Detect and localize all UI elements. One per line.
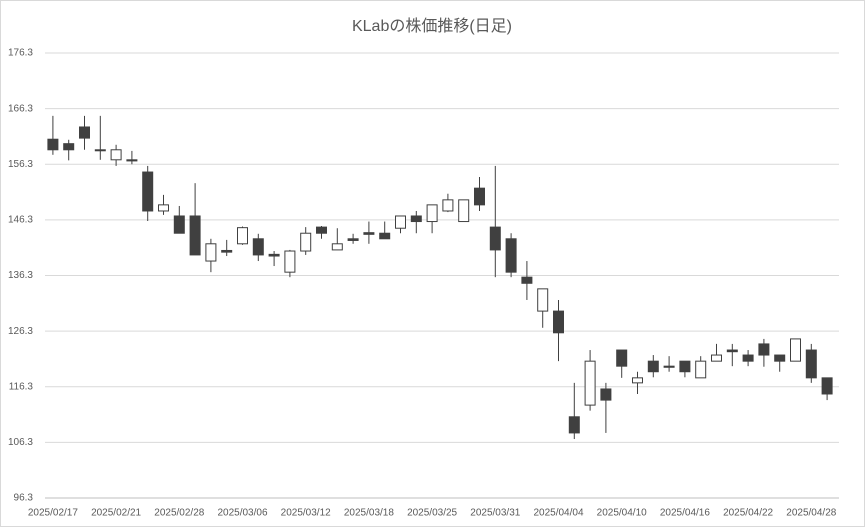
candle-body <box>647 360 659 373</box>
x-tick-label: 2025/04/22 <box>723 508 773 519</box>
candle-body <box>63 143 75 151</box>
candle-body <box>474 187 485 206</box>
y-tick-label: 106.3 <box>8 437 33 448</box>
y-tick-label: 166.3 <box>8 103 33 114</box>
candle-body <box>268 253 280 257</box>
candle-body <box>347 238 359 241</box>
x-tick-label: 2025/04/16 <box>660 508 710 519</box>
candle-body <box>553 310 564 334</box>
x-tick-label: 2025/03/06 <box>217 508 267 519</box>
candle-body <box>521 276 533 284</box>
candle-body <box>237 227 248 245</box>
candle-body <box>726 349 738 353</box>
candle-body <box>442 199 454 212</box>
candle-body <box>458 199 470 223</box>
y-tick-label: 146.3 <box>8 215 33 226</box>
candle-body <box>110 149 122 161</box>
candle-body <box>300 232 312 252</box>
x-tick-label: 2025/03/12 <box>281 508 331 519</box>
x-tick-label: 2025/02/17 <box>28 508 78 519</box>
candle-body <box>189 215 201 256</box>
candle-body <box>663 365 675 368</box>
candle-body <box>742 354 754 362</box>
candle-body <box>821 377 833 395</box>
candle-body <box>79 126 90 139</box>
candle-body <box>331 243 343 251</box>
candle-body <box>632 377 643 384</box>
y-tick-label: 176.3 <box>8 48 33 59</box>
candle-body <box>616 349 628 367</box>
candle-body <box>537 288 549 312</box>
x-tick-label: 2025/04/28 <box>786 508 836 519</box>
candle-body <box>410 215 422 223</box>
candle-body <box>679 360 691 373</box>
x-tick-label: 2025/02/28 <box>154 508 204 519</box>
candle-body <box>94 149 106 152</box>
candle-body <box>379 232 391 240</box>
candle-body <box>695 360 707 379</box>
x-tick-label: 2025/03/25 <box>407 508 457 519</box>
candle-body <box>584 360 596 406</box>
candle-body <box>758 343 770 356</box>
candle-body <box>221 249 233 253</box>
candle-body <box>568 416 580 434</box>
y-tick-label: 136.3 <box>8 270 33 281</box>
x-tick-label: 2025/04/04 <box>533 508 583 519</box>
candle-body <box>505 238 517 273</box>
candle-body <box>126 159 138 162</box>
candle-body <box>205 243 217 262</box>
y-tick-label: 156.3 <box>8 159 33 170</box>
candle-body <box>711 354 722 362</box>
x-tick-label: 2025/03/18 <box>344 508 394 519</box>
y-tick-label: 96.3 <box>14 493 34 504</box>
x-tick-label: 2025/02/21 <box>91 508 141 519</box>
candle-body <box>600 388 612 401</box>
x-tick-label: 2025/04/10 <box>597 508 647 519</box>
y-tick-label: 116.3 <box>9 381 34 392</box>
candle-body <box>489 226 501 251</box>
candle-body <box>805 349 817 379</box>
candle-body <box>142 171 154 212</box>
candle-body <box>173 215 185 234</box>
y-tick-label: 126.3 <box>8 326 33 337</box>
candle-body <box>774 354 786 362</box>
candle-body <box>395 215 406 229</box>
candle-body <box>252 238 264 256</box>
candle-body <box>284 250 296 273</box>
candle-body <box>426 204 438 223</box>
candle-body <box>363 232 375 235</box>
candle-body <box>158 204 169 212</box>
candle-body <box>790 338 801 362</box>
candle-body <box>47 138 59 151</box>
chart-title: KLabの株価推移(日足) <box>352 17 512 35</box>
x-tick-label: 2025/03/31 <box>470 508 520 519</box>
candle-body <box>316 226 327 234</box>
